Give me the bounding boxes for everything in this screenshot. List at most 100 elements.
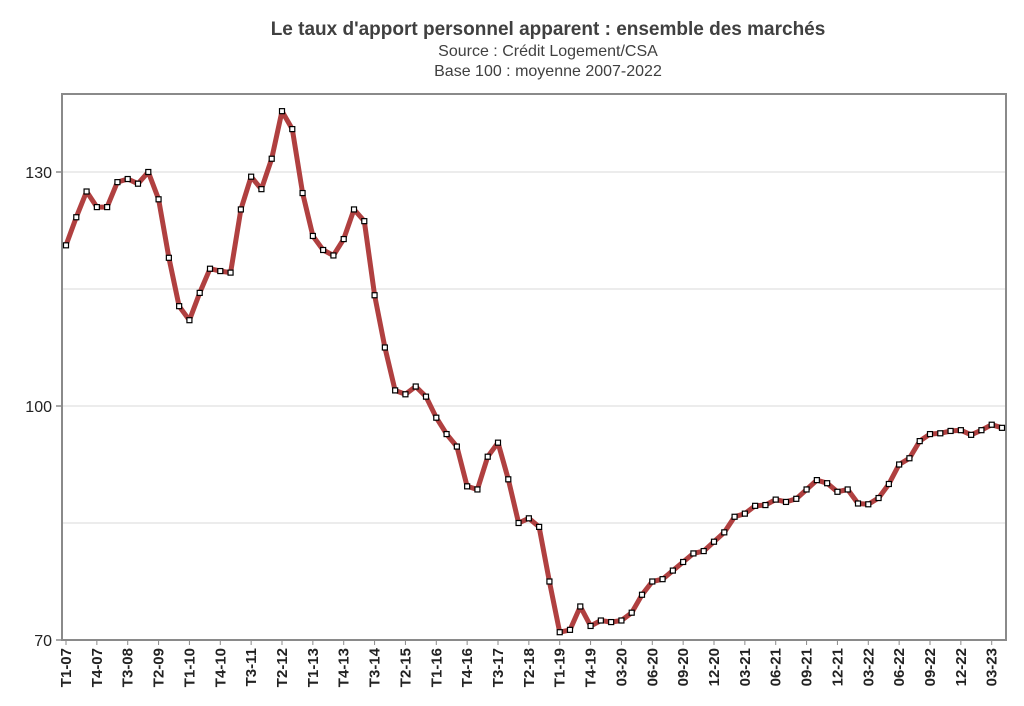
x-tick-label: 03-20 [613, 648, 630, 686]
data-point [453, 443, 460, 450]
data-point [834, 488, 841, 495]
data-point [566, 626, 574, 633]
data-point [83, 188, 90, 195]
data-point [505, 476, 512, 483]
data-point [433, 414, 440, 421]
data-point [412, 383, 419, 390]
data-point [217, 267, 224, 275]
data-point [824, 480, 831, 487]
data-point [638, 591, 646, 598]
data-point [104, 204, 111, 211]
data-point [916, 438, 923, 445]
data-point [340, 235, 347, 243]
data-point [289, 125, 296, 133]
data-point [926, 430, 934, 438]
chart-subtitle-base: Base 100 : moyenne 2007-2022 [434, 63, 662, 80]
data-point [525, 515, 532, 522]
chart-subtitle: Source : Crédit Logement/CSA [438, 43, 658, 60]
y-tick-label: 100 [25, 399, 52, 416]
data-point [618, 617, 625, 624]
x-tick-label: 03-21 [737, 648, 754, 686]
data-point [741, 510, 748, 517]
data-point [124, 175, 131, 183]
data-point [865, 501, 872, 508]
data-point [700, 547, 707, 555]
data-point [494, 439, 502, 446]
x-tick-label: 12-22 [953, 648, 970, 686]
data-point [392, 387, 399, 394]
data-point [628, 609, 635, 616]
x-tick-label: T4-10 [212, 648, 229, 687]
x-tick-label: T1-10 [181, 648, 198, 687]
data-point [875, 494, 882, 502]
data-point [762, 501, 769, 509]
x-tick-label: T2-12 [274, 648, 291, 687]
data-point [422, 393, 430, 400]
data-point [278, 108, 286, 115]
x-tick-label: 06-20 [644, 648, 661, 686]
data-point [752, 502, 759, 509]
data-point [577, 603, 584, 610]
data-point [998, 424, 1006, 431]
y-tick-label: 130 [25, 165, 52, 182]
data-point [669, 567, 676, 574]
x-tick-label: T2-18 [521, 648, 538, 687]
data-point [206, 265, 214, 272]
data-point [237, 206, 244, 213]
data-point [721, 529, 728, 536]
plot-frame [61, 93, 1007, 641]
data-point [813, 477, 820, 484]
chart-title: Le taux d'apport personnel apparent : en… [270, 19, 826, 40]
x-tick-label: T1-19 [552, 648, 569, 687]
data-point [803, 486, 810, 493]
data-point [330, 252, 337, 259]
data-point [793, 495, 800, 502]
data-point [361, 218, 368, 225]
x-tick-label: T3-11 [243, 648, 260, 686]
data-point [155, 196, 162, 203]
x-tick-label: T2-09 [151, 648, 168, 687]
data-point [906, 455, 913, 462]
data-point [443, 430, 450, 438]
data-point [659, 576, 666, 583]
data-point [350, 206, 358, 213]
data-point [782, 498, 790, 506]
grid-lines [62, 171, 1006, 524]
data-point [186, 317, 193, 324]
x-tick-label: T3-08 [120, 648, 137, 687]
x-tick-label: T1-07 [58, 648, 75, 687]
x-tick-label: 06-21 [768, 648, 785, 686]
data-point [844, 486, 851, 493]
x-tick-label: 12-20 [706, 648, 723, 686]
data-point [690, 550, 697, 557]
data-point [196, 289, 203, 296]
data-point [248, 173, 255, 180]
x-tick-label: 03-22 [860, 648, 877, 686]
data-point [885, 480, 892, 488]
data-point [546, 578, 553, 585]
data-point [937, 430, 944, 437]
x-tick-label: T3-17 [490, 648, 507, 687]
data-point [772, 496, 779, 503]
series-line [63, 108, 1005, 635]
data-point [381, 344, 388, 351]
data-point [145, 168, 152, 176]
x-tick-label: 03-23 [984, 648, 1001, 686]
data-point [371, 292, 378, 299]
data-point [402, 391, 409, 398]
x-tick-label: T1-13 [305, 648, 322, 687]
data-point [320, 246, 327, 254]
data-point [988, 421, 995, 428]
data-point [165, 254, 172, 261]
x-tick-label: 06-22 [891, 648, 908, 686]
data-point [947, 427, 954, 435]
x-axis: T1-07 T4-07 T3-08 T2-09 T1-10 T4-10 T3-11 T2-12… [58, 640, 1001, 687]
data-point [597, 617, 604, 624]
data-point [474, 486, 481, 493]
data-point [680, 558, 687, 566]
data-point [608, 618, 615, 626]
data-point [978, 427, 985, 434]
x-tick-label: T4-19 [583, 648, 600, 687]
data-point [464, 483, 471, 490]
